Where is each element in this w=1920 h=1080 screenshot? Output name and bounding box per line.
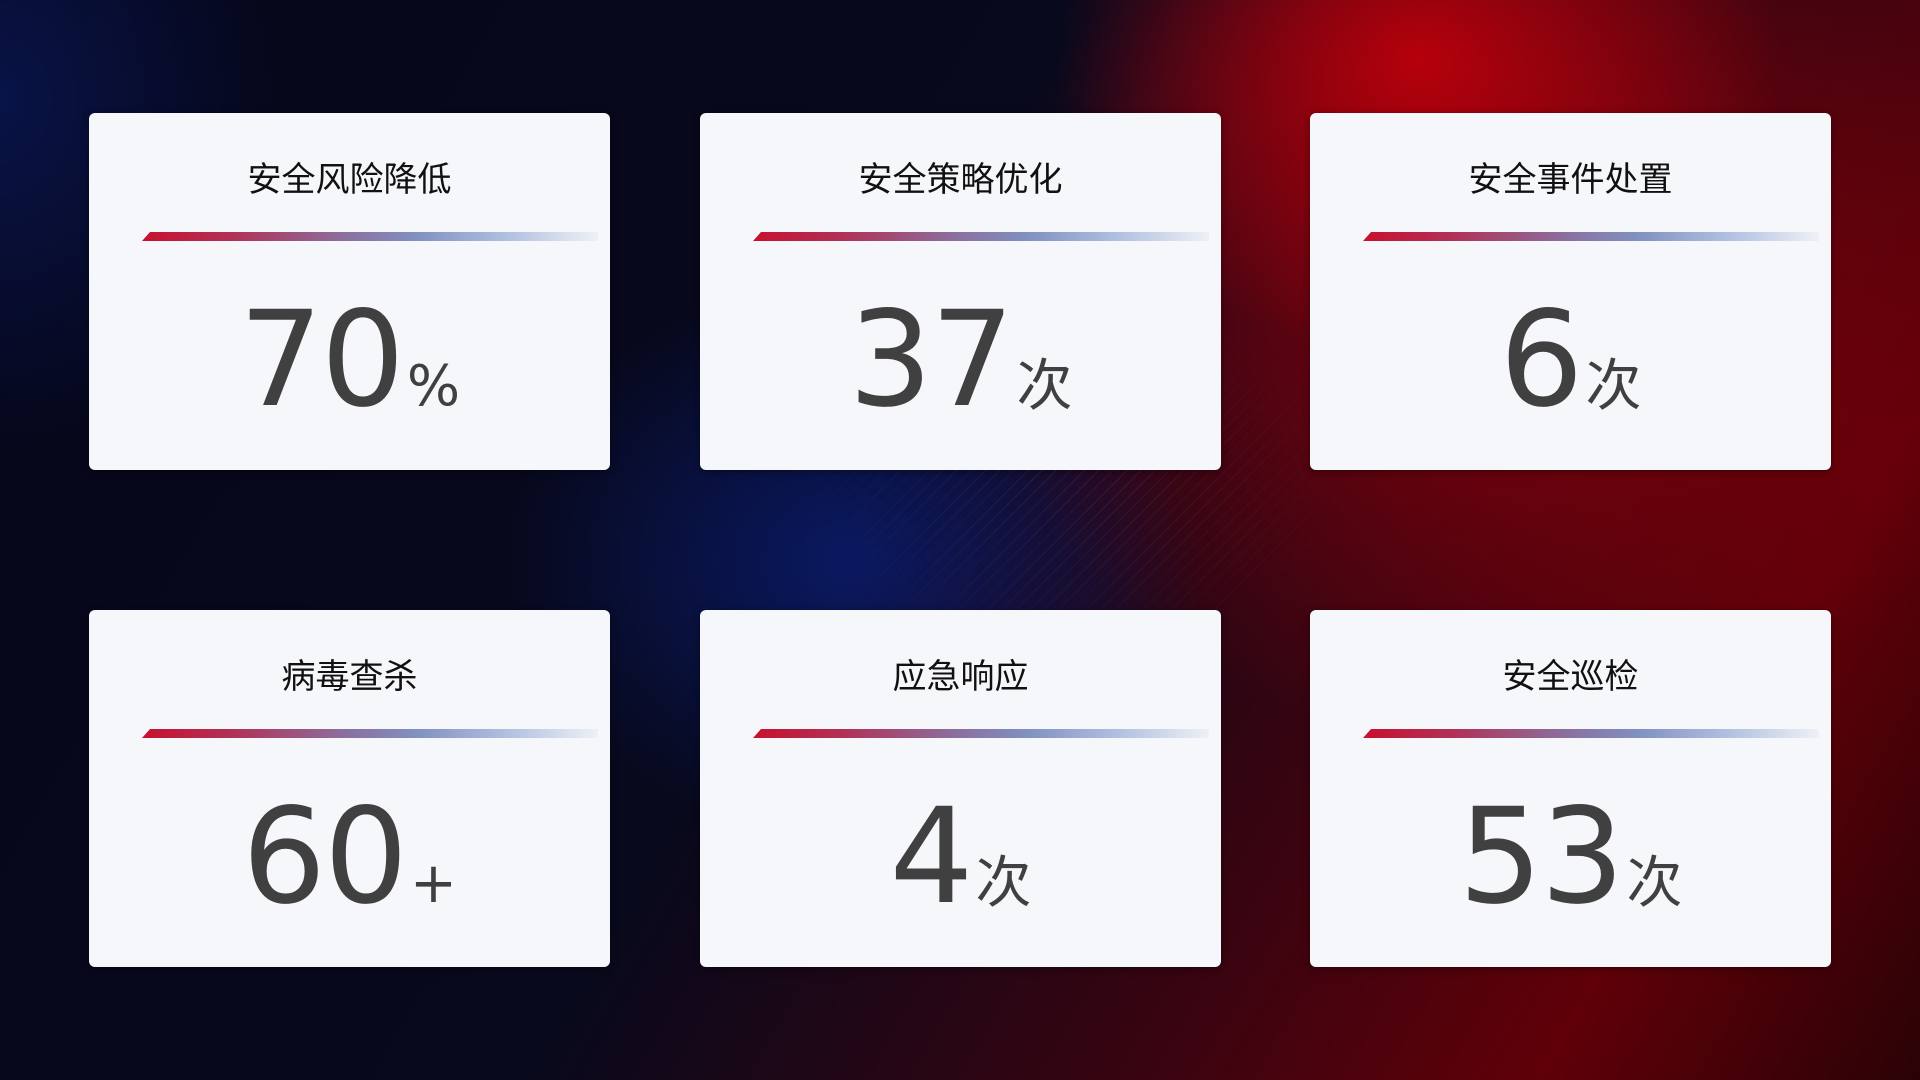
value-unit: 次 [975, 851, 1032, 916]
gradient-divider [142, 729, 598, 738]
card-value: 70% [89, 283, 610, 437]
card-value: 6次 [1310, 283, 1831, 437]
value-number: 60 [242, 780, 408, 934]
card-value: 60+ [89, 780, 610, 934]
gradient-divider [1363, 232, 1819, 241]
gradient-divider [753, 729, 1209, 738]
stat-card-virus-removal: 病毒查杀 60+ [89, 610, 610, 967]
value-unit: + [410, 851, 457, 916]
card-title: 安全巡检 [1502, 657, 1639, 697]
value-unit: 次 [1585, 354, 1642, 419]
stat-card-incident-handling: 安全事件处置 6次 [1310, 113, 1831, 470]
value-number: 4 [889, 780, 974, 934]
card-value: 37次 [700, 283, 1221, 437]
gradient-divider [142, 232, 598, 241]
card-title: 安全风险降低 [247, 160, 452, 200]
card-title: 安全策略优化 [858, 160, 1063, 200]
value-number: 37 [848, 283, 1015, 437]
card-title: 安全事件处置 [1468, 160, 1673, 200]
value-unit: 次 [1626, 851, 1683, 916]
value-number: 53 [1458, 780, 1625, 934]
value-number: 70 [238, 283, 405, 437]
card-value: 53次 [1310, 780, 1831, 934]
stat-card-policy-optimization: 安全策略优化 37次 [700, 113, 1221, 470]
card-value: 4次 [700, 780, 1221, 934]
gradient-divider [753, 232, 1209, 241]
stat-card-emergency-response: 应急响应 4次 [700, 610, 1221, 967]
value-unit: 次 [1016, 354, 1073, 419]
card-title: 应急响应 [892, 657, 1029, 697]
card-title: 病毒查杀 [281, 657, 418, 697]
gradient-divider [1363, 729, 1819, 738]
stat-card-security-patrol: 安全巡检 53次 [1310, 610, 1831, 967]
value-unit: % [406, 354, 461, 419]
stat-card-risk-reduction: 安全风险降低 70% [89, 113, 610, 470]
value-number: 6 [1499, 283, 1584, 437]
